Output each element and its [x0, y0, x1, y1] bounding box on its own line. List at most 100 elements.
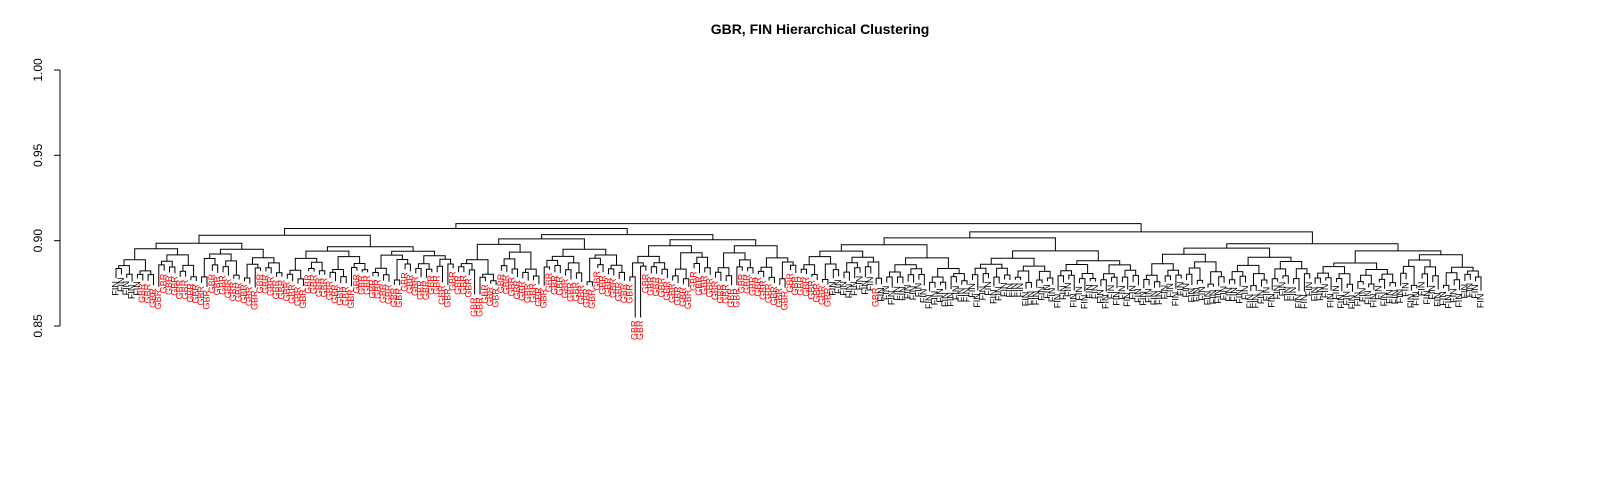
leaf-label: FIN [1443, 294, 1453, 309]
dendrogram-branch [648, 245, 692, 257]
leaf-label: FIN [1229, 287, 1239, 302]
dendrogram-branch [1145, 274, 1158, 282]
leaf-label: GBR [571, 281, 581, 301]
leaf-label: GBR [421, 280, 431, 300]
dendrogram-branch [455, 223, 1142, 232]
dendrogram-branch [209, 253, 232, 261]
dendrogram-branch [567, 262, 580, 273]
dendrogram-branch [1218, 276, 1225, 287]
dendrogram-branch [1164, 275, 1171, 282]
dendrogram-branch [565, 269, 572, 280]
dendrogram-branch [361, 269, 369, 273]
dendrogram-branch [1360, 274, 1372, 284]
leaf-label: GBR [394, 288, 404, 308]
leaf-label: FIN [1251, 294, 1261, 309]
leaf-label: GBR [175, 279, 185, 299]
leaf-label: FIN [999, 283, 1009, 298]
leaf-label: FIN [1224, 287, 1234, 302]
leaf-label: FIN [1170, 292, 1180, 307]
dendrogram-branch [575, 272, 583, 282]
leaf-label: GBR [635, 320, 645, 340]
leaf-label: GBR [565, 282, 575, 302]
leaf-label: GBR [169, 276, 179, 296]
dendrogram-branch [897, 276, 904, 284]
leaf-label: FIN [844, 284, 854, 299]
leaf-label: GBR [250, 290, 260, 310]
leaf-label: FIN [1111, 291, 1121, 306]
dendrogram-branch [329, 271, 336, 282]
dendrogram-branch [637, 255, 660, 263]
leaf-label: FIN [919, 289, 929, 304]
leaf-label: GBR [442, 288, 452, 308]
leaf-label: GBR [640, 273, 650, 293]
dendrogram-branch [937, 268, 960, 277]
leaf-label: GBR [303, 274, 313, 294]
dendrogram-branch [1346, 283, 1353, 292]
dendrogram-branch [1210, 271, 1222, 285]
leaf-label: FIN [1133, 288, 1143, 303]
leaf-label: FIN [1234, 289, 1244, 304]
leaf-label: FIN [1095, 289, 1105, 304]
dendrogram-branch [1207, 283, 1214, 288]
leaf-label: GBR [731, 288, 741, 308]
leaf-label: GBR [774, 288, 784, 308]
dendrogram-branch [1381, 273, 1394, 283]
dendrogram-branch [1004, 274, 1011, 280]
dendrogram-branch [198, 234, 371, 247]
leaf-label: FIN [1433, 292, 1443, 307]
leaf-label: GBR [480, 284, 490, 304]
leaf-label: GBR [367, 279, 377, 299]
dendrogram-branch [169, 266, 176, 274]
leaf-label: FIN [1400, 282, 1410, 297]
leaf-label: FIN [876, 287, 886, 302]
leaf-label: GBR [801, 277, 811, 297]
dendrogram-branch [1196, 279, 1204, 285]
leaf-label: GBR [496, 273, 506, 293]
dendrogram-branch [760, 266, 773, 278]
leaf-label: GBR [410, 276, 420, 296]
dendrogram-branch [704, 267, 711, 275]
leaf-label: FIN [1127, 285, 1137, 300]
leaf-label: GBR [415, 280, 425, 300]
leaf-label: GBR [362, 275, 372, 295]
dendrogram-branch [380, 254, 403, 269]
dendrogram-branch [265, 267, 272, 274]
dendrogram-branch [372, 272, 379, 277]
dendrogram-branch [305, 250, 350, 259]
leaf-label: FIN [908, 286, 918, 301]
leaf-label: FIN [1277, 282, 1287, 297]
leaf-label: FIN [967, 283, 977, 298]
leaf-label: FIN [1160, 285, 1170, 300]
leaf-label: FIN [1122, 292, 1132, 307]
leaf-label: GBR [142, 283, 152, 303]
dendrogram-branch [503, 258, 516, 269]
leaf-label: GBR [335, 286, 345, 306]
dendrogram-branch [594, 254, 617, 266]
dendrogram-branch [864, 266, 872, 278]
leaf-label: GBR [271, 279, 281, 299]
dendrogram-branch [1081, 273, 1094, 279]
leaf-label: GBR [223, 278, 233, 298]
leaf-label: FIN [1288, 287, 1298, 302]
leaf-label: FIN [1320, 284, 1330, 299]
leaf-label: FIN [1042, 284, 1052, 299]
leaf-label: FIN [860, 280, 870, 295]
leaf-label: FIN [1138, 291, 1148, 306]
leaf-label: GBR [619, 283, 629, 303]
leaf-label: FIN [849, 281, 859, 296]
leaf-label: GBR [378, 283, 388, 303]
leaf-label: GBR [533, 287, 543, 307]
leaf-label: GBR [715, 284, 725, 304]
leaf-label: GBR [726, 288, 736, 308]
leaf-label: FIN [1143, 288, 1153, 303]
leaf-label: GBR [383, 284, 393, 304]
leaf-label: FIN [1176, 282, 1186, 297]
dendrogram-branch [533, 275, 540, 285]
dendrogram-branch [276, 272, 283, 277]
dendrogram-branch [808, 256, 832, 265]
leaf-label: GBR [260, 274, 270, 294]
dendrogram-branch [458, 266, 465, 273]
leaf-label: GBR [576, 285, 586, 305]
leaf-label: FIN [1406, 294, 1416, 309]
leaf-label: GBR [603, 277, 613, 297]
